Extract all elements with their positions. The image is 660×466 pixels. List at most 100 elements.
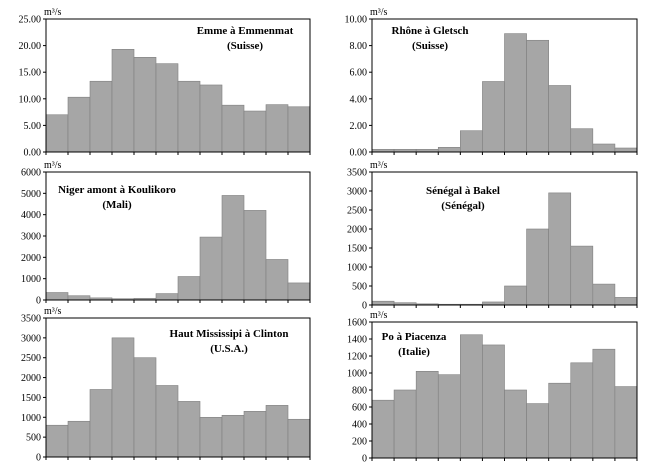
y-tick-label: 1600 [347,318,367,329]
bar [243,110,267,153]
unit-label: m³/s [370,7,388,18]
bar [45,424,69,458]
y-tick-label: 1000 [347,263,367,274]
bar [221,414,245,458]
y-tick-label: 6000 [21,168,41,179]
bar [437,374,461,459]
bar [460,334,483,459]
y-tick-label: 1200 [347,352,367,363]
y-tick-label: 0.00 [24,148,42,159]
chart-subtitle: (U.S.A.) [210,343,248,355]
bar [570,128,594,153]
chart-subtitle: (Mali) [102,199,132,211]
bar [155,385,179,458]
y-tick-label: 600 [352,403,367,414]
y-tick-label: 3000 [347,187,367,198]
unit-label: m³/s [44,7,62,18]
chart-title: Haut Mississipi à Clinton [170,328,289,340]
bar [526,403,549,459]
y-tick-label: 0 [36,296,41,307]
bar [592,143,616,153]
chart-title: Emme à Emmenmat [197,25,294,37]
y-tick-label: 3500 [347,168,367,179]
y-tick-label: 1500 [21,393,41,404]
chart-title: Sénégal à Bakel [426,185,500,197]
bar [133,56,157,153]
y-tick-label: 6.00 [350,68,368,79]
y-tick-label: 1000 [21,274,41,285]
bar [548,382,572,459]
y-tick-label: 2000 [347,225,367,236]
bar [548,192,572,306]
chart-subtitle: (Sénégal) [441,200,485,212]
chart-title: Rhône à Gletsch [392,25,469,37]
bar [111,337,135,458]
bar [393,389,417,459]
y-tick-label: 3000 [21,232,41,243]
y-tick-label: 15.00 [19,68,42,79]
bar [482,81,505,153]
bar [45,114,69,153]
bar [67,295,91,301]
y-tick-label: 400 [352,420,367,431]
unit-label: m³/s [370,310,388,321]
y-tick-label: 8.00 [350,41,368,52]
bar [614,386,638,459]
bar [371,399,395,459]
bar [67,420,91,458]
bar [177,401,201,458]
bar [570,362,594,459]
bar [177,276,201,301]
y-tick-label: 3000 [21,333,41,344]
bar [482,344,505,459]
bar [504,389,527,459]
y-tick-label: 500 [26,433,41,444]
bar [265,104,289,153]
bar [287,418,311,458]
chart-title: Niger amont à Koulikoro [58,184,176,196]
bar [89,389,113,458]
y-tick-label: 1500 [347,244,367,255]
unit-label: m³/s [370,160,388,171]
y-tick-label: 2500 [347,206,367,217]
unit-label: m³/s [44,306,62,317]
y-tick-label: 3500 [21,314,41,325]
chart-subtitle: (Suisse) [412,40,448,52]
y-tick-label: 1000 [21,413,41,424]
bar [504,285,527,306]
bar [89,80,113,153]
y-tick-label: 2000 [21,373,41,384]
chart-title: Po à Piacenza [382,331,447,343]
y-tick-label: 10.00 [345,15,368,26]
bar [437,147,461,153]
bar [243,210,267,301]
y-tick-label: 0 [362,454,367,465]
bar [548,85,572,153]
bar [592,283,616,306]
bar [67,96,91,153]
y-tick-label: 200 [352,437,367,448]
y-tick-label: 0 [362,301,367,312]
y-tick-label: 2000 [21,253,41,264]
y-tick-label: 5000 [21,189,41,200]
bar [199,84,223,153]
bar [526,228,549,306]
bar [221,104,245,153]
y-tick-label: 25.00 [19,15,42,26]
y-tick-label: 0 [36,453,41,464]
bar [133,357,157,458]
chart-subtitle: (Suisse) [227,40,263,52]
chart-subtitle: (Italie) [398,346,430,358]
y-tick-label: 2.00 [350,121,368,132]
y-tick-label: 4.00 [350,94,368,105]
unit-label: m³/s [44,160,62,171]
bar [614,297,638,306]
bar [177,80,201,153]
bar [371,300,395,306]
y-tick-label: 10.00 [19,94,42,105]
